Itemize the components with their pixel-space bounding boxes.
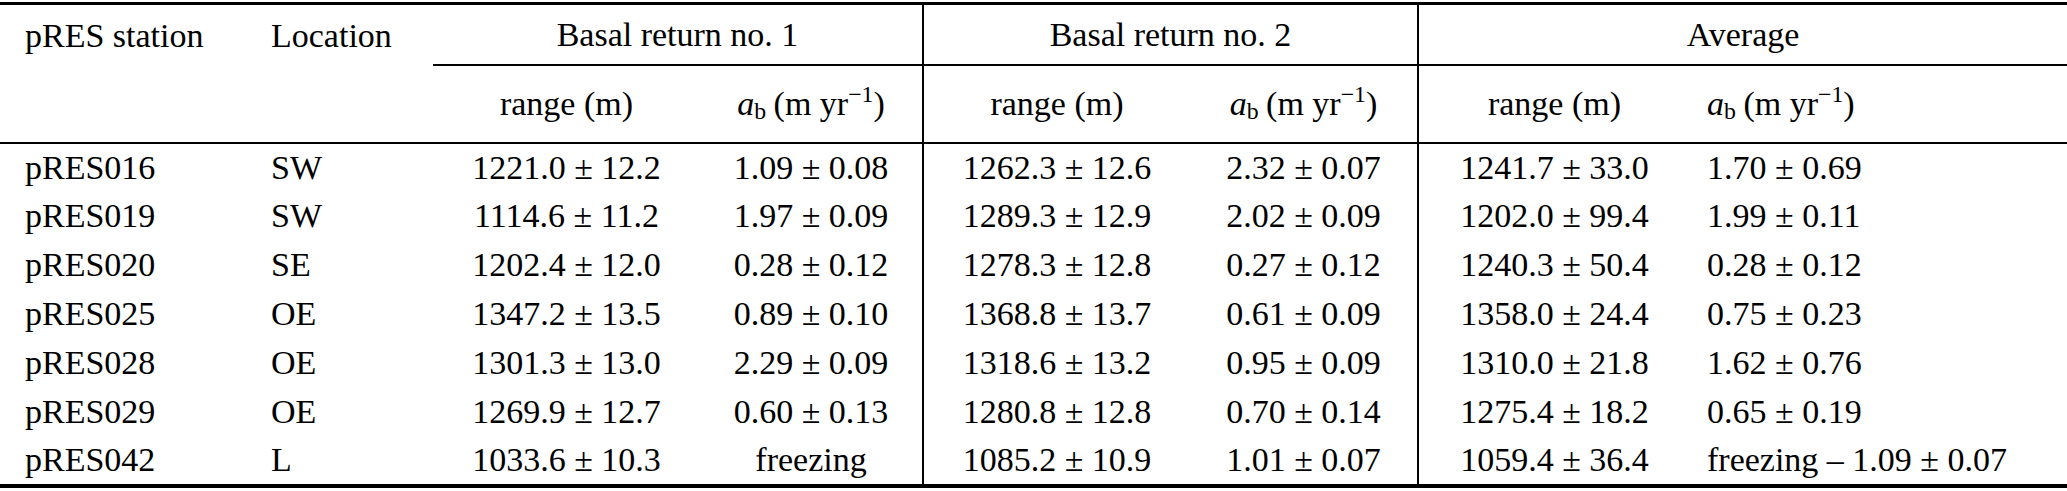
cell-range-return-2: 1318.6 ± 13.2 [923,339,1190,388]
ab-unit: (m yr [1266,85,1341,122]
cell-ab-return-1: 0.60 ± 0.13 [700,388,923,437]
cell-range-average: 1358.0 ± 24.4 [1418,290,1690,339]
ab-unit-close: ) [1843,85,1854,122]
group-header-basal-return-2: Basal return no. 2 [923,4,1418,65]
cell-ab-average: freezing – 1.09 ± 0.07 [1690,437,2067,486]
cell-range-return-1: 1221.0 ± 12.2 [433,143,700,192]
ab-variable: a [737,85,754,122]
ab-variable: a [1230,85,1247,122]
cell-range-return-2: 1278.3 ± 12.8 [923,241,1190,290]
cell-location: OE [271,339,433,388]
cell-ab-average: 0.28 ± 0.12 [1690,241,2067,290]
table-row: pRES019 SW 1114.6 ± 11.2 1.97 ± 0.09 128… [0,192,2067,241]
cell-range-return-2: 1280.8 ± 12.8 [923,388,1190,437]
cell-station: pRES025 [0,290,271,339]
column-header-ab-3: ab (m yr−1) [1690,65,2067,143]
group-header-row: pRES station Location Basal return no. 1… [0,4,2067,65]
cell-ab-return-2: 0.27 ± 0.12 [1190,241,1418,290]
column-header-range-1: range (m) [433,65,700,143]
cell-range-average: 1240.3 ± 50.4 [1418,241,1690,290]
cell-range-return-1: 1269.9 ± 12.7 [433,388,700,437]
cell-ab-return-1: 2.29 ± 0.09 [700,339,923,388]
ab-unit-close: ) [873,85,884,122]
table-row: pRES020 SE 1202.4 ± 12.0 0.28 ± 0.12 127… [0,241,2067,290]
cell-station: pRES042 [0,437,271,486]
column-header-ab-2: ab (m yr−1) [1190,65,1418,143]
cell-ab-return-2: 0.61 ± 0.09 [1190,290,1418,339]
ab-subscript: b [754,98,766,124]
ab-exponent: −1 [1341,81,1366,107]
table-row: pRES042 L 1033.6 ± 10.3 freezing 1085.2 … [0,437,2067,486]
cell-ab-average: 0.75 ± 0.23 [1690,290,2067,339]
table-row: pRES029 OE 1269.9 ± 12.7 0.60 ± 0.13 128… [0,388,2067,437]
cell-location: SE [271,241,433,290]
group-header-average: Average [1418,4,2067,65]
table-row: pRES025 OE 1347.2 ± 13.5 0.89 ± 0.10 136… [0,290,2067,339]
cell-location: L [271,437,433,486]
cell-station: pRES029 [0,388,271,437]
cell-ab-average: 1.62 ± 0.76 [1690,339,2067,388]
cell-location: SW [271,192,433,241]
ab-exponent: −1 [1818,81,1843,107]
cell-range-return-1: 1301.3 ± 13.0 [433,339,700,388]
cell-station: pRES020 [0,241,271,290]
cell-location: OE [271,290,433,339]
pres-station-table: pRES station Location Basal return no. 1… [0,2,2067,488]
cell-range-return-1: 1347.2 ± 13.5 [433,290,700,339]
cell-range-average: 1059.4 ± 36.4 [1418,437,1690,486]
cell-range-return-2: 1289.3 ± 12.9 [923,192,1190,241]
column-header-range-3: range (m) [1418,65,1690,143]
cell-range-return-2: 1368.8 ± 13.7 [923,290,1190,339]
cell-ab-average: 1.99 ± 0.11 [1690,192,2067,241]
cell-ab-return-1: 0.28 ± 0.12 [700,241,923,290]
table-row: pRES028 OE 1301.3 ± 13.0 2.29 ± 0.09 131… [0,339,2067,388]
cell-station: pRES028 [0,339,271,388]
column-header-location: Location [271,4,433,143]
cell-range-return-2: 1262.3 ± 12.6 [923,143,1190,192]
cell-range-average: 1202.0 ± 99.4 [1418,192,1690,241]
cell-ab-average: 0.65 ± 0.19 [1690,388,2067,437]
cell-ab-return-2: 1.01 ± 0.07 [1190,437,1418,486]
cell-range-average: 1241.7 ± 33.0 [1418,143,1690,192]
cell-ab-return-1: 1.97 ± 0.09 [700,192,923,241]
group-header-basal-return-1: Basal return no. 1 [433,4,923,65]
cell-ab-return-2: 2.32 ± 0.07 [1190,143,1418,192]
cell-range-return-1: 1033.6 ± 10.3 [433,437,700,486]
ab-unit: (m yr [774,85,849,122]
column-header-range-2: range (m) [923,65,1190,143]
cell-location: SW [271,143,433,192]
ab-variable: a [1707,85,1724,122]
cell-ab-average: 1.70 ± 0.69 [1690,143,2067,192]
cell-station: pRES019 [0,192,271,241]
cell-range-average: 1310.0 ± 21.8 [1418,339,1690,388]
cell-ab-return-1: freezing [700,437,923,486]
cell-ab-return-1: 1.09 ± 0.08 [700,143,923,192]
cell-ab-return-2: 0.70 ± 0.14 [1190,388,1418,437]
cell-location: OE [271,388,433,437]
cell-range-return-2: 1085.2 ± 10.9 [923,437,1190,486]
cell-station: pRES016 [0,143,271,192]
ab-subscript: b [1724,98,1736,124]
table-row: pRES016 SW 1221.0 ± 12.2 1.09 ± 0.08 126… [0,143,2067,192]
column-header-ab-1: ab (m yr−1) [700,65,923,143]
ab-unit-close: ) [1366,85,1377,122]
ab-exponent: −1 [848,81,873,107]
ab-subscript: b [1247,98,1259,124]
column-header-station: pRES station [0,4,271,143]
cell-range-average: 1275.4 ± 18.2 [1418,388,1690,437]
ab-unit: (m yr [1743,85,1818,122]
cell-ab-return-2: 0.95 ± 0.09 [1190,339,1418,388]
cell-range-return-1: 1202.4 ± 12.0 [433,241,700,290]
cell-ab-return-2: 2.02 ± 0.09 [1190,192,1418,241]
cell-range-return-1: 1114.6 ± 11.2 [433,192,700,241]
cell-ab-return-1: 0.89 ± 0.10 [700,290,923,339]
